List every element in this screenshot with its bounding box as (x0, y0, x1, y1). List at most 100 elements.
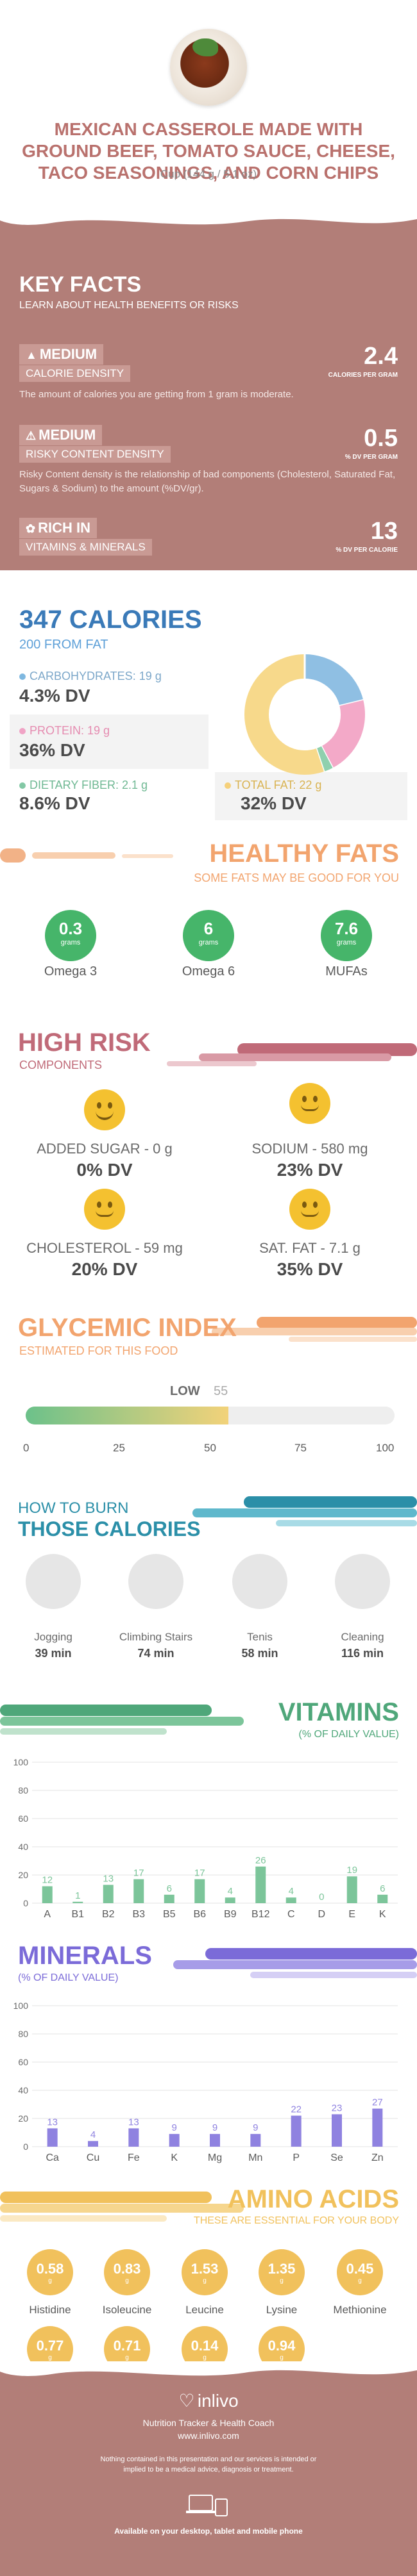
vitamins-value-B3: 17 (133, 1868, 144, 1879)
vitamins-value-K: 6 (380, 1883, 385, 1894)
mufas-name: MUFAs (325, 964, 368, 978)
donut-slice-protein (321, 700, 365, 768)
gi-tick-0: 0 (23, 1442, 30, 1454)
vitamins-bar-A (42, 1886, 53, 1903)
vitamins-value-B1: 1 (75, 1890, 80, 1901)
amino-unit: g (48, 2277, 52, 2284)
website-link[interactable]: www.inlivo.com (178, 2431, 239, 2441)
vitamins-category-B2: B2 (102, 1909, 115, 1920)
flame-icon: ▲ (26, 349, 37, 361)
vitamins-bar-C (285, 1897, 296, 1903)
calorie-density-value: 2.4 (364, 343, 398, 370)
vitamins-bar-B3 (133, 1879, 144, 1903)
amino-unit: g (48, 2354, 52, 2361)
minerals-bar-Cu (88, 2141, 98, 2147)
fat-dot (225, 782, 231, 789)
minerals-bar-Se (332, 2114, 342, 2147)
minerals-bar-Fe (128, 2128, 139, 2147)
fiber-label-text: DIETARY FIBER: 2.1 g (30, 779, 148, 791)
minerals-bar-Ca (47, 2128, 58, 2147)
amino-value: 1.53 (191, 2261, 219, 2277)
protein-label-text: PROTEIN: 19 g (30, 724, 110, 737)
amino-name-histidine: Histidine (29, 2304, 71, 2316)
amino-unit: g (125, 2354, 129, 2361)
minerals-value-Fe: 13 (128, 2117, 139, 2127)
key-facts-section: KEY FACTS LEARN ABOUT HEALTH BENEFITS OR… (0, 211, 417, 570)
amino-unit: g (203, 2354, 207, 2361)
amino-value: 1.35 (268, 2261, 296, 2277)
gi-level: LOW (170, 1384, 200, 1398)
jogging-time: 39 min (35, 1647, 72, 1660)
jogging-name: Jogging (34, 1631, 72, 1643)
leaf-icon: ✿ (26, 522, 36, 535)
minerals-category-K: K (171, 2152, 178, 2163)
burn-title-1: HOW TO BURN (18, 1499, 129, 1517)
risky-density-level-text: MEDIUM (38, 427, 96, 443)
donut-slice-fat (244, 654, 324, 775)
brand-name: inlivo (197, 2391, 239, 2411)
minerals-subtitle: (% OF DAILY VALUE) (18, 1972, 119, 1983)
minerals-value-Ca: 13 (47, 2117, 58, 2127)
minerals-value-Zn: 27 (372, 2097, 383, 2108)
minerals-ytick: 80 (18, 2029, 28, 2039)
gi-tick-100: 100 (376, 1442, 395, 1454)
minerals-ytick: 20 (18, 2113, 28, 2124)
brand-logo: ♡ inlivo (157, 2390, 260, 2411)
minerals-category-Cu: Cu (87, 2152, 99, 2163)
jogging-icon (26, 1554, 81, 1609)
minerals-value-Cu: 4 (90, 2129, 96, 2140)
amino-badge-lysine: 1.35 g (259, 2249, 305, 2295)
gi-tick-25: 25 (113, 1442, 125, 1454)
vitamins-ytick: 100 (13, 1757, 29, 1767)
amino-badge-leucine: 1.53 g (182, 2249, 228, 2295)
vitamins-category-B1: B1 (71, 1909, 84, 1920)
healthy-fats-subtitle: SOME FATS MAY BE GOOD FOR YOU (194, 871, 399, 884)
decorative-stripes (173, 1948, 417, 1978)
gi-title: GLYCEMIC INDEX (18, 1314, 237, 1342)
vitamins-category-A: A (44, 1909, 51, 1920)
carbs-dot (19, 673, 26, 680)
minerals-bar-K (169, 2134, 180, 2147)
vitamins-subtitle: (% OF DAILY VALUE) (298, 1729, 399, 1740)
amino-unit: g (280, 2354, 284, 2361)
vitamins-bar-K (377, 1894, 388, 1903)
amino-badge-histidine: 0.58 g (27, 2249, 73, 2295)
minerals-ytick: 40 (18, 2085, 28, 2095)
food-title: MEXICAN CASSEROLE MADE WITH GROUND BEEF,… (22, 119, 395, 183)
amino-value: 0.83 (113, 2261, 141, 2277)
omega6-name: Omega 6 (182, 964, 235, 978)
vitamins-value-B2: 13 (103, 1873, 114, 1884)
amino-name-lysine: Lysine (266, 2304, 298, 2316)
sat-fat-label: SAT. FAT - 7.1 g (259, 1240, 361, 1256)
minerals-bar-Zn (372, 2108, 383, 2147)
cholesterol-dv: 20% DV (71, 1259, 138, 1279)
minerals-category-Se: Se (330, 2152, 343, 2163)
vitamins-category-C: C (287, 1909, 295, 1920)
amino-value: 0.71 (113, 2338, 141, 2354)
calorie-density-label: CALORIE DENSITY (19, 365, 131, 382)
neutral-face-icon (84, 1189, 125, 1230)
wave-divider (0, 211, 417, 225)
glycemic-index-section: GLYCEMIC INDEX ESTIMATED FOR THIS FOOD L… (0, 1307, 417, 1480)
cholesterol-label: CHOLESTEROL - 59 mg (26, 1240, 183, 1256)
minerals-value-Se: 23 (332, 2102, 343, 2113)
carbs-label: CARBOHYDRATES: 19 g (19, 670, 162, 683)
high-risk-title: HIGH RISK (18, 1028, 151, 1057)
mufas-unit: grams (336, 939, 357, 946)
neutral-face-icon (289, 1083, 330, 1124)
fat-label-text: TOTAL FAT: 22 g (235, 779, 322, 791)
tennis-time: 58 min (241, 1647, 278, 1660)
vitamins-title: VITAMINS (278, 1698, 399, 1726)
devices-icon (186, 2493, 231, 2518)
added-sugar-label: ADDED SUGAR - 0 g (37, 1141, 173, 1157)
stairs-time: 74 min (137, 1647, 174, 1660)
healthy-fats-section: HEALTHY FATS SOME FATS MAY BE GOOD FOR Y… (0, 833, 417, 1006)
minerals-category-Ca: Ca (46, 2152, 59, 2163)
amino-subtitle: THESE ARE ESSENTIAL FOR YOUR BODY (193, 2215, 399, 2226)
heart-icon: ♡ (178, 2391, 195, 2411)
risky-density-unit: % DV PER GRAM (345, 454, 398, 461)
key-facts-title: KEY FACTS (19, 272, 142, 297)
amino-value: 0.14 (191, 2338, 219, 2354)
cleaning-time: 116 min (341, 1647, 384, 1660)
vitamins-level-text: RICH IN (38, 520, 90, 536)
